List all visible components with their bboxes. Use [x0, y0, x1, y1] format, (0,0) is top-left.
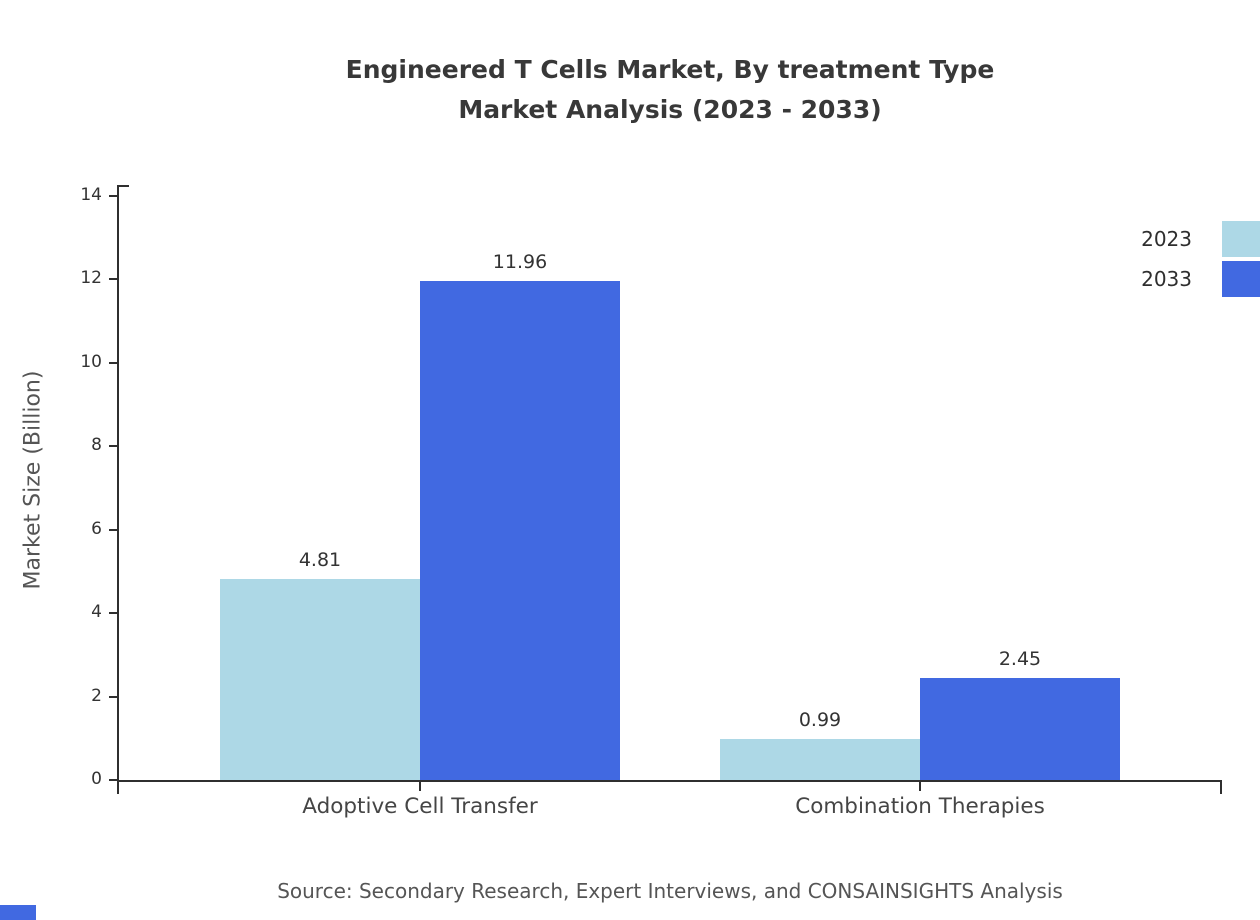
bar-value-label: 11.96 — [492, 251, 548, 274]
y-tick-mark — [109, 195, 118, 197]
x-category-label-adoptive-cell-transfer: Adoptive Cell Transfer — [302, 794, 538, 819]
y-tick-label: 6 — [91, 518, 102, 539]
y-tick-mark — [109, 779, 118, 781]
x-tick-mark — [419, 782, 421, 791]
y-tick-mark — [109, 278, 118, 281]
source-note: Source: Secondary Research, Expert Inter… — [277, 879, 1063, 903]
y-tick-label: 12 — [80, 268, 102, 289]
x-axis-line — [117, 780, 1222, 782]
bottom-left-brand-mark — [0, 905, 36, 920]
y-tick-mark — [109, 695, 118, 698]
y-tick-mark — [109, 612, 118, 615]
legend-swatch-2023 — [1222, 221, 1260, 257]
x-axis-right-end-tick — [1220, 782, 1222, 794]
y-axis-line — [117, 185, 119, 782]
bar-value-label: 2.45 — [998, 647, 1042, 670]
bar-value-label: 4.81 — [298, 549, 342, 572]
x-axis-left-end-tick — [117, 782, 119, 794]
legend-item-2023: 2023 — [1141, 219, 1260, 259]
bar-value-label: 0.99 — [798, 708, 842, 731]
chart-title: Engineered T Cells Market, By treatment … — [80, 50, 1260, 130]
x-category-label-combination-therapies: Combination Therapies — [795, 794, 1045, 819]
bar-2023-adoptive-cell-transfer — [220, 579, 420, 780]
y-tick-label: 8 — [91, 435, 102, 456]
y-tick-label: 10 — [80, 351, 102, 372]
chart-title-line2: Market Analysis (2023 - 2033) — [458, 95, 882, 124]
y-tick-mark — [109, 445, 118, 448]
y-axis-label: Market Size (Billion) — [20, 370, 46, 590]
legend-label-2033: 2033 — [1141, 267, 1192, 291]
bar-2033-adoptive-cell-transfer — [420, 281, 620, 780]
legend-label-2023: 2023 — [1141, 227, 1192, 251]
bar-2023-combination-therapies — [720, 738, 920, 780]
y-axis-end-tick — [119, 185, 129, 187]
x-tick-mark — [919, 782, 921, 791]
legend: 2023 2033 — [1141, 219, 1260, 299]
y-tick-label: 4 — [91, 602, 102, 623]
y-tick-label: 0 — [91, 769, 102, 789]
legend-swatch-2033 — [1222, 261, 1260, 297]
y-tick-label: 14 — [80, 185, 102, 205]
y-tick-label: 2 — [91, 685, 102, 706]
legend-item-2033: 2033 — [1141, 259, 1260, 299]
chart-title-line1: Engineered T Cells Market, By treatment … — [345, 55, 995, 84]
y-tick-mark — [109, 528, 118, 531]
bar-2033-combination-therapies — [920, 677, 1120, 780]
y-tick-mark — [109, 361, 118, 364]
